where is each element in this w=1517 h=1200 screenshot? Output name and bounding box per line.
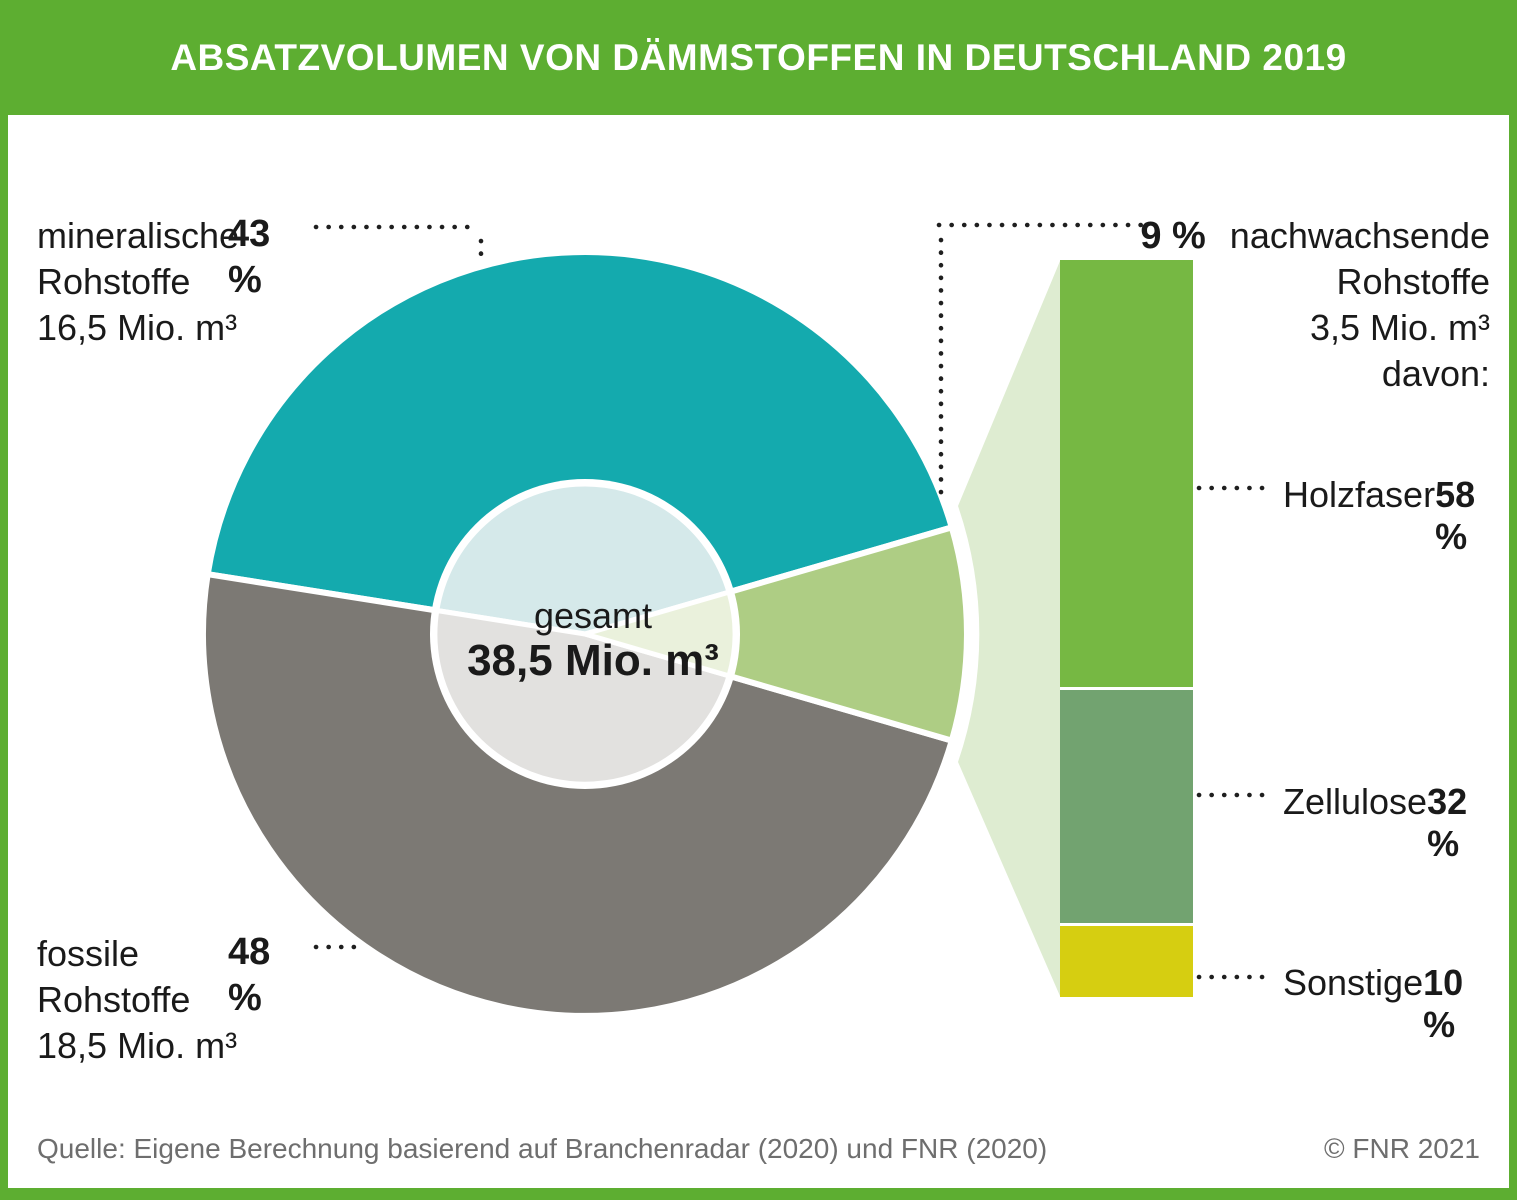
mineral-volume: 16,5 Mio. m³ (37, 307, 238, 348)
zellulose-label: Zellulose (1283, 781, 1428, 822)
fossil-name: fossile (37, 933, 140, 974)
label-block-renewable: 9 % nachwachsende Rohstoffe 3,5 Mio. m³ d… (1060, 213, 1490, 397)
holzfaser-percent: 58 % (1435, 474, 1476, 557)
breakdown-row-sonstige: Sonstige 10 % (1283, 962, 1496, 1046)
sonstige-label: Sonstige (1283, 962, 1424, 1003)
bar-segment-zellulose (1060, 690, 1193, 923)
renewable-percent: 9 % (1140, 215, 1206, 257)
bar-segment-sonstige (1060, 926, 1193, 997)
zellulose-percent: 32 % (1427, 781, 1468, 864)
pie-slice-fossil (200, 571, 955, 1019)
donut-hole-fossil-tint (432, 608, 732, 787)
donut-hole-mineral-tint (434, 481, 732, 637)
renewable-name: nachwachsende (1229, 215, 1490, 256)
breakdown-row-holzfaser: Holzfaser 58 % (1283, 474, 1496, 558)
renewable-volume: 3,5 Mio. m³ (1309, 307, 1490, 348)
total-value: 38,5 Mio. m³ (467, 636, 719, 685)
mineral-name2: Rohstoffe (37, 261, 191, 302)
breakdown-row-zellulose: Zellulose 32 % (1283, 781, 1496, 865)
page-title: ABSATZVOLUMEN VON DÄMMSTOFFEN IN DEUTSCH… (170, 36, 1347, 78)
fossil-name2: Rohstoffe (37, 979, 191, 1020)
pie-slice-mineral (204, 249, 955, 637)
donut-hole-renewable-tint (582, 589, 738, 679)
funnel-connector-shape (958, 261, 1060, 996)
fossil-percent: 48 % (228, 931, 271, 1019)
holzfaser-label: Holzfaser (1283, 474, 1436, 515)
renewable-name2: Rohstoffe (1336, 261, 1490, 302)
total-label: gesamt (533, 595, 653, 636)
label-block-fossil: fossile 48 % Rohstoffe 18,5 Mio. m³ (37, 931, 270, 1069)
mineral-name: mineralische (37, 215, 240, 256)
mineral-percent: 43 % (228, 213, 271, 301)
pie-slice-renewable (582, 524, 970, 744)
fossil-volume: 18,5 Mio. m³ (37, 1025, 238, 1066)
bar-segment-holzfaser (1060, 260, 1193, 687)
sonstige-percent: 10 % (1423, 962, 1464, 1045)
copyright-note: © FNR 2021 (1323, 1133, 1480, 1164)
donut-chart-svg (200, 222, 1274, 1019)
renewable-davon: davon: (1381, 353, 1490, 394)
source-note: Quelle: Eigene Berechnung basierend auf … (37, 1133, 1048, 1164)
chart-area: mineralische 43 % Rohstoffe 16,5 Mio. m³… (8, 115, 1509, 1188)
title-bar: ABSATZVOLUMEN VON DÄMMSTOFFEN IN DEUTSCH… (0, 0, 1517, 115)
label-block-mineral: mineralische 43 % Rohstoffe 16,5 Mio. m³ (37, 213, 270, 351)
